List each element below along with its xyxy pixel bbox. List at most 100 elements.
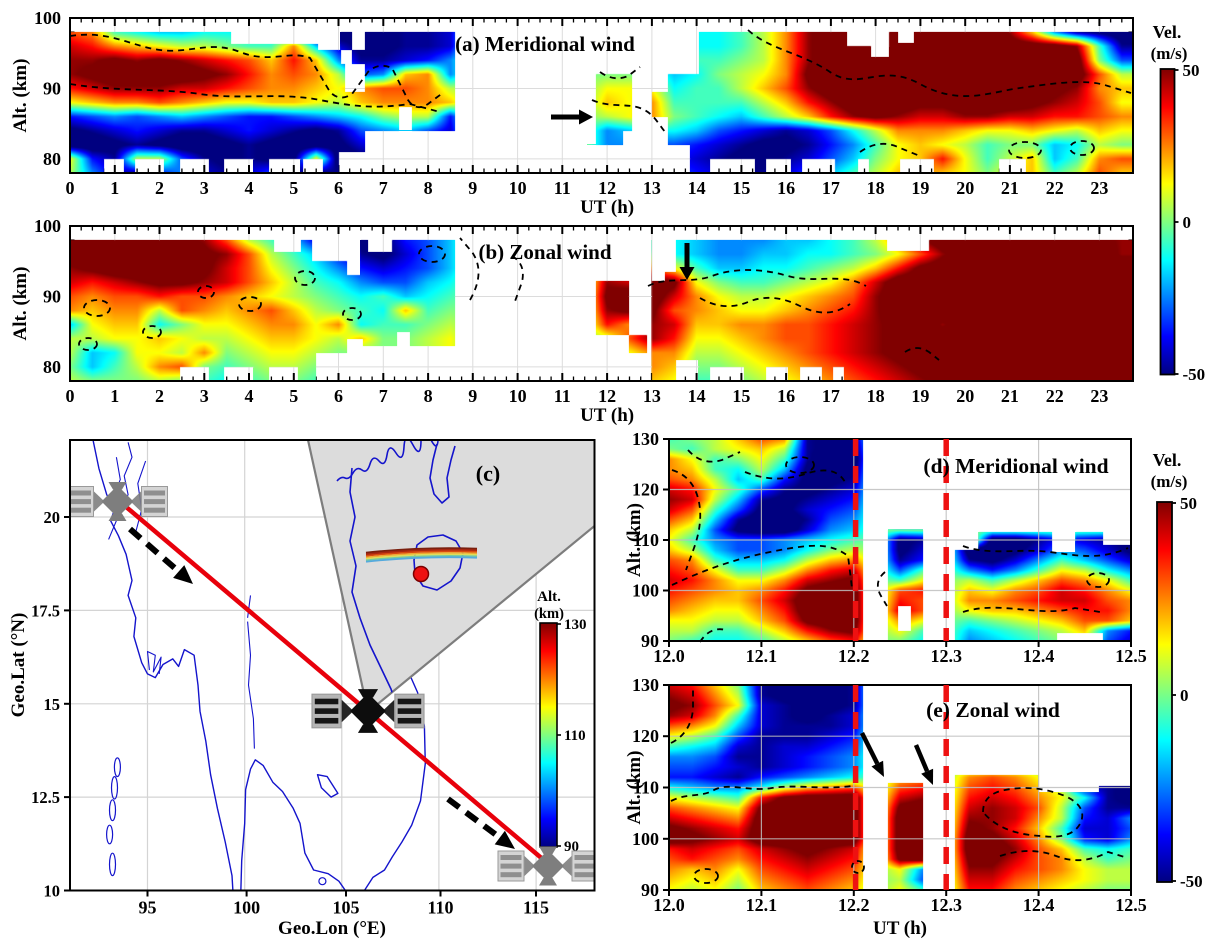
svg-text:80: 80 xyxy=(43,357,61,377)
svg-text:12.3: 12.3 xyxy=(930,895,962,915)
svg-text:(b) Zonal wind: (b) Zonal wind xyxy=(478,240,611,264)
svg-text:12: 12 xyxy=(598,386,616,406)
svg-text:120: 120 xyxy=(632,480,659,500)
svg-text:20: 20 xyxy=(956,386,974,406)
svg-text:Geo.Lat (°N): Geo.Lat (°N) xyxy=(8,613,29,718)
svg-text:UT (h): UT (h) xyxy=(580,405,634,426)
svg-text:90: 90 xyxy=(43,79,61,99)
svg-text:130: 130 xyxy=(632,675,659,695)
svg-text:17.5: 17.5 xyxy=(31,601,60,620)
svg-text:10: 10 xyxy=(509,386,527,406)
svg-text:11: 11 xyxy=(554,386,571,406)
svg-text:100: 100 xyxy=(233,898,260,918)
svg-text:7: 7 xyxy=(379,386,388,406)
svg-text:100: 100 xyxy=(632,829,659,849)
svg-text:90: 90 xyxy=(641,880,659,900)
svg-text:6: 6 xyxy=(334,178,343,198)
svg-text:UT (h): UT (h) xyxy=(873,918,927,939)
svg-text:-50: -50 xyxy=(1183,365,1206,384)
svg-text:115: 115 xyxy=(523,898,549,918)
svg-text:50: 50 xyxy=(1180,494,1197,513)
svg-text:12.2: 12.2 xyxy=(838,646,870,666)
svg-text:(a) Meridional wind: (a) Meridional wind xyxy=(455,32,635,56)
svg-text:4: 4 xyxy=(245,178,254,198)
svg-text:12.5: 12.5 xyxy=(1115,895,1147,915)
svg-text:19: 19 xyxy=(911,178,929,198)
svg-text:110: 110 xyxy=(633,530,659,550)
svg-text:9: 9 xyxy=(468,178,477,198)
svg-text:50: 50 xyxy=(1183,61,1200,80)
svg-text:2: 2 xyxy=(155,178,164,198)
svg-text:4: 4 xyxy=(245,386,254,406)
svg-text:12.1: 12.1 xyxy=(746,895,778,915)
svg-text:5: 5 xyxy=(289,178,298,198)
svg-text:90: 90 xyxy=(641,631,659,651)
svg-text:80: 80 xyxy=(43,149,61,169)
svg-text:13: 13 xyxy=(643,386,661,406)
svg-text:130: 130 xyxy=(632,429,659,449)
svg-text:105: 105 xyxy=(333,898,360,918)
svg-text:0: 0 xyxy=(1183,213,1192,232)
svg-text:12.5: 12.5 xyxy=(1115,646,1147,666)
svg-text:15: 15 xyxy=(732,386,750,406)
svg-text:12.3: 12.3 xyxy=(930,646,962,666)
svg-text:11: 11 xyxy=(554,178,571,198)
svg-text:100: 100 xyxy=(632,581,659,601)
svg-text:0: 0 xyxy=(66,386,75,406)
svg-text:16: 16 xyxy=(777,386,795,406)
svg-text:Alt. (km): Alt. (km) xyxy=(10,267,31,341)
svg-text:110: 110 xyxy=(633,778,659,798)
svg-text:(c): (c) xyxy=(476,461,500,486)
svg-text:100: 100 xyxy=(34,8,61,28)
svg-text:19: 19 xyxy=(911,386,929,406)
svg-text:12.4: 12.4 xyxy=(1023,895,1055,915)
svg-text:Vel.: Vel. xyxy=(1153,450,1182,470)
svg-text:(m/s): (m/s) xyxy=(1151,44,1188,63)
svg-text:8: 8 xyxy=(424,178,433,198)
svg-text:Alt. (km): Alt. (km) xyxy=(624,503,645,577)
svg-text:14: 14 xyxy=(688,386,706,406)
svg-text:22: 22 xyxy=(1046,386,1064,406)
svg-text:21: 21 xyxy=(1001,178,1019,198)
svg-text:5: 5 xyxy=(289,386,298,406)
svg-text:0: 0 xyxy=(1180,686,1189,705)
svg-text:12.1: 12.1 xyxy=(746,646,778,666)
svg-text:110: 110 xyxy=(427,898,453,918)
svg-text:-50: -50 xyxy=(1180,872,1203,891)
svg-text:(m/s): (m/s) xyxy=(1151,472,1188,491)
svg-text:8: 8 xyxy=(424,386,433,406)
svg-text:9: 9 xyxy=(468,386,477,406)
svg-text:10: 10 xyxy=(509,178,527,198)
svg-text:Alt. (km): Alt. (km) xyxy=(624,751,645,825)
svg-text:100: 100 xyxy=(34,216,61,236)
svg-text:20: 20 xyxy=(44,508,61,527)
svg-text:3: 3 xyxy=(200,178,209,198)
svg-text:10: 10 xyxy=(44,882,61,901)
svg-text:21: 21 xyxy=(1001,386,1019,406)
svg-text:90: 90 xyxy=(43,287,61,307)
svg-text:18: 18 xyxy=(867,178,885,198)
svg-text:2: 2 xyxy=(155,386,164,406)
svg-text:16: 16 xyxy=(777,178,795,198)
svg-text:22: 22 xyxy=(1046,178,1064,198)
svg-text:0: 0 xyxy=(66,178,75,198)
svg-text:120: 120 xyxy=(632,726,659,746)
svg-text:95: 95 xyxy=(139,898,157,918)
svg-text:17: 17 xyxy=(822,178,840,198)
svg-text:13: 13 xyxy=(643,178,661,198)
svg-text:(km): (km) xyxy=(534,606,564,622)
svg-text:1: 1 xyxy=(110,386,119,406)
svg-text:23: 23 xyxy=(1090,386,1108,406)
svg-text:12.0: 12.0 xyxy=(653,895,685,915)
svg-text:Alt.: Alt. xyxy=(537,589,561,605)
svg-text:Vel.: Vel. xyxy=(1153,22,1182,42)
svg-text:20: 20 xyxy=(956,178,974,198)
svg-text:15: 15 xyxy=(732,178,750,198)
svg-text:14: 14 xyxy=(688,178,706,198)
svg-text:UT (h): UT (h) xyxy=(580,197,634,218)
svg-text:130: 130 xyxy=(564,617,587,633)
svg-text:12.5: 12.5 xyxy=(31,788,60,807)
svg-text:23: 23 xyxy=(1090,178,1108,198)
svg-text:Geo.Lon (°E): Geo.Lon (°E) xyxy=(278,918,386,939)
svg-text:Alt. (km): Alt. (km) xyxy=(10,59,31,133)
